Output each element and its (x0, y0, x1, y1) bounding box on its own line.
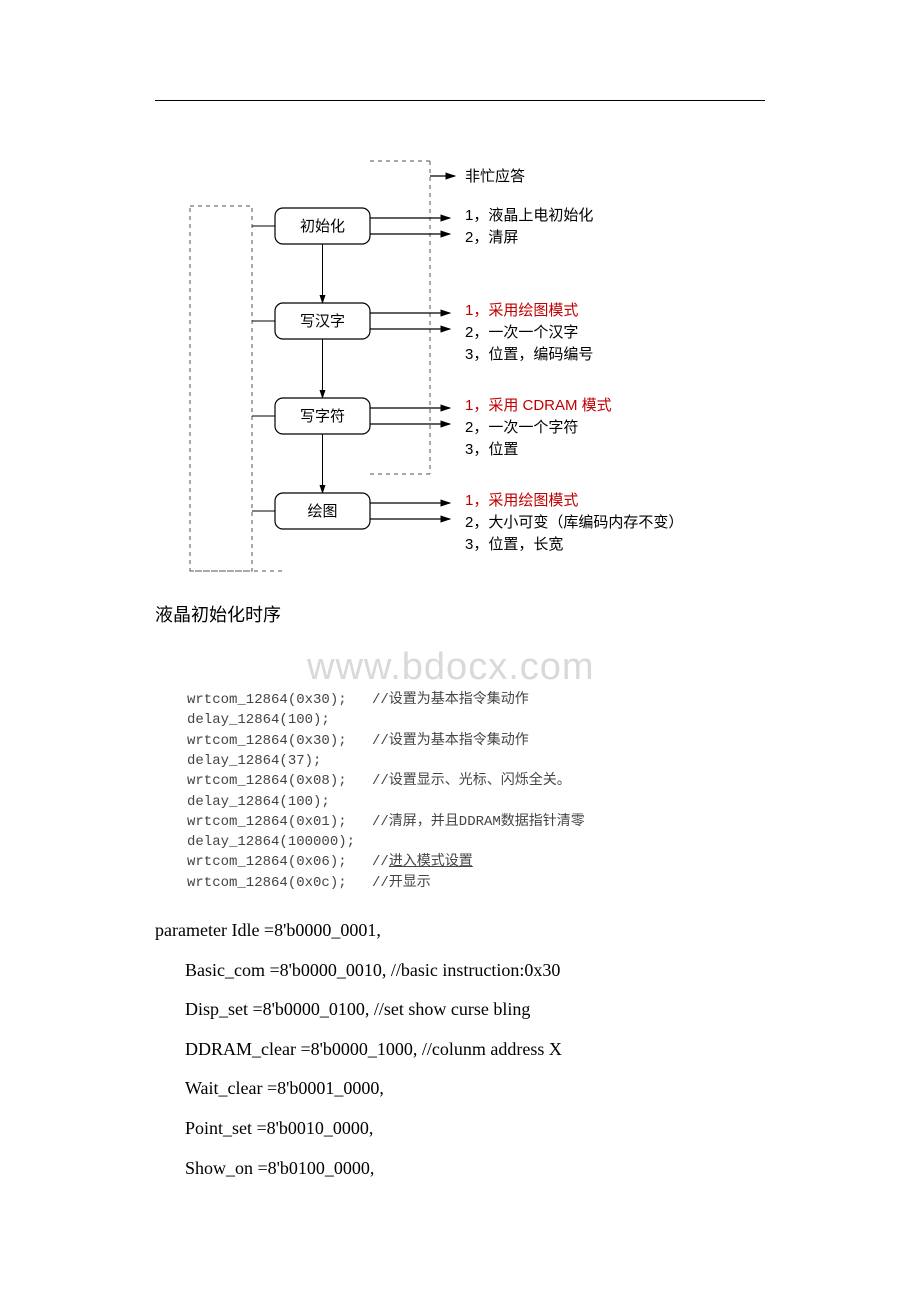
flow-desc-line: 2，一次一个字符 (465, 419, 578, 436)
param-line: Point_set =8'b0010_0000, (185, 1109, 765, 1149)
param-line: Disp_set =8'b0000_0100, //set show curse… (185, 990, 765, 1030)
flow-desc-line: 3，位置，编码编号 (465, 346, 593, 363)
param-line: parameter Idle =8'b0000_0001, (155, 911, 765, 951)
param-line: Basic_com =8'b0000_0010, //basic instruc… (185, 951, 765, 991)
flow-desc-line: 1，采用 CDRAM 模式 (465, 397, 612, 414)
code-line: wrtcom_12864(0x01);//清屏，并且DDRAM数据指针清零 (187, 812, 765, 832)
watermark: www.bdocx.com (307, 640, 885, 695)
flow-node-label: 写字符 (300, 408, 345, 425)
flow-desc-line: 2，清屏 (465, 229, 518, 246)
flow-desc-line: 1，液晶上电初始化 (465, 207, 593, 224)
flow-node-label: 写汉字 (300, 313, 345, 330)
code-line: wrtcom_12864(0x06);//进入模式设置 (187, 852, 765, 872)
param-line: Show_on =8'b0100_0000, (185, 1149, 765, 1189)
param-line: DDRAM_clear =8'b0000_1000, //colunm addr… (185, 1030, 765, 1070)
flow-desc-line: 2，大小可变（库编码内存不变） (465, 514, 683, 531)
flowchart-diagram: 非忙应答 初始化写汉字写字符绘图 1，液晶上电初始化 2，清屏 1，采用绘图模式 2，一… (155, 131, 765, 581)
code-line: delay_12864(100); (187, 710, 765, 730)
code-line: wrtcom_12864(0x08);//设置显示、光标、闪烁全关。 (187, 771, 765, 791)
param-line: Wait_clear =8'b0001_0000, (185, 1069, 765, 1109)
flowchart-svg: 非忙应答 初始化写汉字写字符绘图 1，液晶上电初始化 2，清屏 1，采用绘图模式 2，一… (155, 131, 765, 581)
flow-node-label: 初始化 (300, 218, 345, 235)
dashed-left-box (190, 206, 252, 571)
code-line: delay_12864(100); (187, 792, 765, 812)
flow-desc-line: 2，一次一个汉字 (465, 324, 578, 341)
flow-desc-line: 1，采用绘图模式 (465, 492, 578, 509)
code-line: wrtcom_12864(0x30);//设置为基本指令集动作 (187, 690, 765, 710)
code-line: delay_12864(37); (187, 751, 765, 771)
param-block: parameter Idle =8'b0000_0001,Basic_com =… (155, 911, 765, 1188)
code-block: www.bdocx.com wrtcom_12864(0x30);//设置为基本… (187, 635, 765, 893)
flow-desc-line: 3，位置 (465, 441, 518, 458)
code-line: wrtcom_12864(0x30);//设置为基本指令集动作 (187, 731, 765, 751)
code-line: wrtcom_12864(0x0c);//开显示 (187, 873, 765, 893)
flow-desc-line: 3，位置，长宽 (465, 536, 563, 553)
top-label: 非忙应答 (465, 167, 525, 185)
code-line: delay_12864(100000); (187, 832, 765, 852)
flow-desc-line: 1，采用绘图模式 (465, 302, 578, 319)
section-title: 液晶初始化时序 (155, 601, 765, 627)
flow-node-label: 绘图 (307, 503, 337, 520)
